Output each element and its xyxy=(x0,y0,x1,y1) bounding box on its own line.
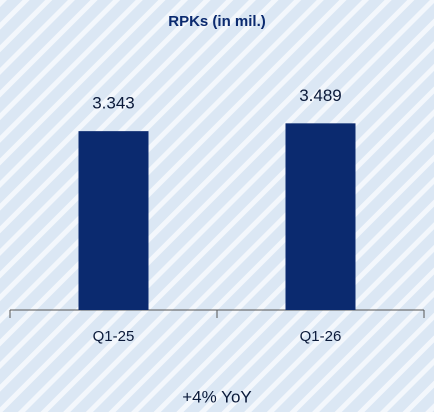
bar xyxy=(78,131,149,310)
bar xyxy=(285,123,356,310)
annotation: +4% YoY xyxy=(182,387,252,406)
data-label: 3.343 xyxy=(92,94,135,113)
x-tick-label: Q1-26 xyxy=(300,328,342,345)
data-label: 3.489 xyxy=(299,86,342,105)
x-tick-label: Q1-25 xyxy=(93,328,135,345)
chart-title: RPKs (in mil.) xyxy=(168,13,266,30)
